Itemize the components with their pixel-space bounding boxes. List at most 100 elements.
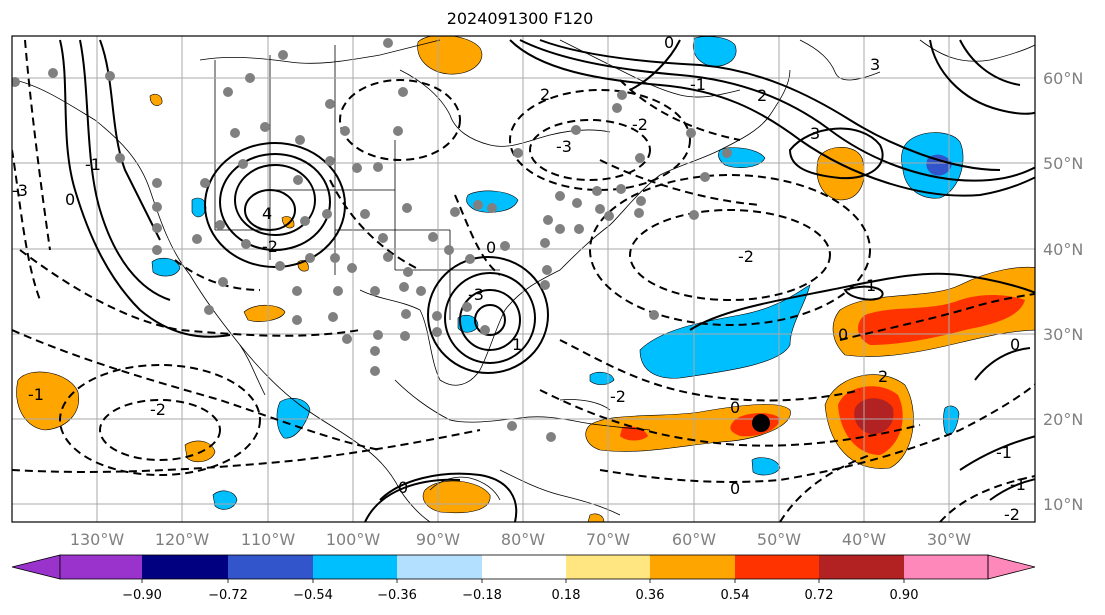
contour-label: 3 [870,55,880,74]
colorbar-frame [59,554,989,580]
colorbar-segment [735,555,819,579]
lon-tick-label: 50°W [757,530,801,549]
contour-label: 0 [486,238,496,257]
contour-label: -2 [1004,505,1020,524]
shade-positive [243,304,286,322]
lat-tick-label: 40°N [1043,240,1083,259]
shade-positive [587,513,605,522]
contour-label: 0 [65,190,75,209]
colorbar-tick-label: 0.54 [721,588,750,603]
colorbar-tick-label: −0.54 [293,588,333,603]
contour-label: -2 [150,400,166,419]
shade-positive [149,93,163,106]
contour-label: 1 [512,335,522,354]
shade-positive [417,36,483,75]
contour-label: 3 [810,124,820,143]
colorbar-segment [142,555,228,579]
contour-label: 0 [838,325,848,344]
contour-label: -2 [632,115,648,134]
shade-negative [639,284,811,379]
colorbar-tick-label: −0.90 [122,588,162,603]
shade-positive [422,480,491,514]
lon-tick-label: 120°W [155,530,210,549]
lon-tick-label: 70°W [586,530,630,549]
lon-tick-label: 110°W [241,530,296,549]
contour-label: 2 [540,85,550,104]
lon-tick-label: 60°W [672,530,716,549]
shade-positive [16,371,79,431]
lon-tick-label: 30°W [927,530,971,549]
colorbar-tick-label: 0.18 [552,588,581,603]
contour-label: -1 [85,155,101,174]
contour-label: -2 [262,237,278,256]
colorbar-segment [313,555,397,579]
colorbar-max-extend [987,554,1036,580]
contour-label: -3 [468,285,484,304]
contour-label: -2 [738,247,754,266]
solid-contours [59,39,1035,522]
shade-negative [212,490,238,510]
colorbar-segment [397,555,482,579]
contour-label: 0 [730,479,740,498]
colorbar-segment [482,555,566,579]
colorbar: −0.90 −0.72 −0.54 −0.36 −0.18 0.18 0.36 … [11,554,1036,603]
lat-tick-labels: 60°N 50°N 40°N 30°N 20°N 10°N [1043,69,1083,514]
shade-negative [191,197,207,218]
shade-negative [276,397,311,439]
shade-strong-positive [858,295,1025,345]
colorbar-tick-label: 0.90 [890,588,919,603]
colorbar-segment [228,555,313,579]
colorbar-tick-label: −0.72 [208,588,248,603]
colorbar-segment [904,555,988,579]
contour-label: 0 [664,33,674,52]
highlight-point-marker [752,414,770,432]
contour-labels: 0 2 3 1 0 -2 -3 2 4 -2 -3 0 -1 3 -2 -1 -… [12,33,1026,524]
lat-tick-label: 10°N [1043,495,1083,514]
contour-label: 2 [757,86,767,105]
contour-label: -1 [1010,475,1026,494]
contour-label: 0 [1010,335,1020,354]
lon-tick-label: 90°W [416,530,460,549]
colorbar-min-extend [11,554,61,580]
chart-title: 2024091300 F120 [446,9,594,28]
contour-label: 4 [262,204,272,223]
colorbar-tick-label: −0.18 [462,588,502,603]
contour-label: -2 [610,387,626,406]
shade-negative [151,257,181,277]
lon-tick-label: 40°W [842,530,886,549]
contour-label: 0 [730,398,740,417]
lon-tick-label: 80°W [501,530,545,549]
graticule [12,36,1035,522]
colorbar-segment [650,555,735,579]
contour-label: -3 [556,137,572,156]
map-frame [11,35,1036,523]
shade-negative [692,36,737,67]
shade-positive [816,147,865,201]
contour-label: 1 [866,276,876,295]
colorbar-tick-label: −0.36 [377,588,417,603]
shade-negative [751,457,781,476]
contour-label: -1 [28,385,44,404]
colorbar-segment [819,555,904,579]
lat-tick-label: 50°N [1043,154,1083,173]
lat-tick-label: 60°N [1043,69,1083,88]
colorbar-tick-label: 0.72 [805,588,834,603]
colorbar-segment [60,555,142,579]
contour-label: 2 [878,367,888,386]
contour-label: 0 [398,478,408,497]
lon-tick-label: 100°W [326,530,381,549]
shade-strong-negative [926,154,952,176]
lon-tick-label: 130°W [70,530,125,549]
station-dots [12,38,732,442]
dashed-contours [12,39,1035,522]
colorbar-tick-label: 0.36 [636,588,665,603]
map-content: 0 2 3 1 0 -2 -3 2 4 -2 -3 0 -1 3 -2 -1 -… [12,33,1035,524]
contour-label: -3 [12,181,28,200]
contour-label: -1 [996,443,1012,462]
colorbar-segment [566,555,650,579]
lat-tick-label: 20°N [1043,410,1083,429]
lat-tick-label: 30°N [1043,325,1083,344]
contour-label: -1 [690,75,706,94]
lon-tick-labels: 130°W 120°W 110°W 100°W 90°W 80°W 70°W 6… [70,530,971,549]
